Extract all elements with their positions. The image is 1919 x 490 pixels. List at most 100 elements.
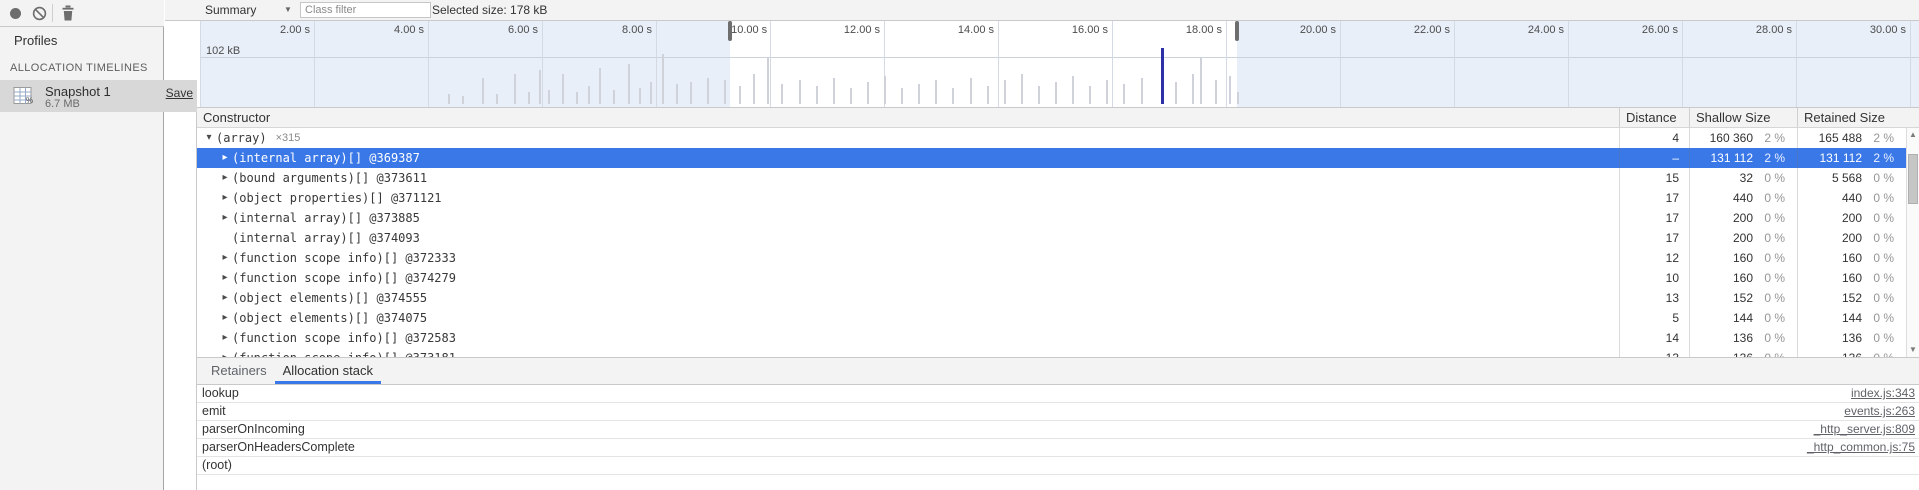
retained-size-percent: 0 % bbox=[1862, 348, 1906, 357]
stack-frame-row[interactable]: parserOnHeadersComplete _http_common.js:7… bbox=[197, 439, 1919, 457]
column-header-distance[interactable]: Distance bbox=[1619, 108, 1689, 127]
retained-size-percent: 0 % bbox=[1873, 291, 1894, 305]
column-header-shallow-size[interactable]: Shallow Size bbox=[1689, 108, 1797, 127]
grid-scrollbar[interactable]: ▲ ▼ bbox=[1906, 128, 1919, 357]
expand-arrow-icon[interactable]: ▸ bbox=[222, 292, 228, 303]
selection-handle-right[interactable] bbox=[1235, 21, 1240, 41]
expand-arrow-icon[interactable]: ▸ bbox=[222, 172, 228, 183]
timeline-allocation-bar bbox=[690, 82, 693, 104]
profiles-toolbar bbox=[0, 0, 164, 27]
memory-scale-label: 102 kB bbox=[206, 45, 241, 57]
constructor-name: (object elements)[] @374075 bbox=[232, 311, 428, 325]
timeline-strip[interactable]: 102 kB 2.00 s 4.00 s 6.00 s 8.00 s 10.00 s 12… bbox=[196, 21, 1919, 107]
shallow-size-cell: 32 0 % bbox=[1689, 168, 1797, 188]
table-row[interactable]: ▾ (array) ×315 4 160 360 2 % 165 488 2 % bbox=[197, 128, 1906, 148]
table-row[interactable]: ▸(function scope info)[] @373181131360 %… bbox=[197, 348, 1906, 357]
column-header-constructor[interactable]: Constructor bbox=[203, 110, 271, 125]
selection-handle-left[interactable] bbox=[728, 21, 733, 41]
perspective-select[interactable]: Summary bbox=[205, 3, 257, 17]
retained-size-value: 200 bbox=[1841, 211, 1862, 225]
timeline-allocation-bar bbox=[638, 88, 641, 104]
expand-arrow-icon[interactable]: ▸ bbox=[218, 348, 232, 357]
timeline-allocation-bar bbox=[1106, 80, 1109, 104]
constructor-name: (array) bbox=[216, 131, 267, 145]
distance-cell: 5 bbox=[1672, 311, 1679, 325]
record-icon bbox=[9, 7, 21, 19]
timeline-allocation-bar bbox=[650, 82, 653, 104]
stack-frame-source-link[interactable]: _http_common.js:75 bbox=[1806, 440, 1915, 454]
expand-arrow-icon[interactable]: ▸ bbox=[222, 312, 228, 323]
constructor-cell: (internal array)[] @374093 bbox=[197, 228, 1619, 248]
timeline-allocation-bar bbox=[738, 86, 741, 104]
scroll-down-button[interactable]: ▼ bbox=[1909, 345, 1917, 354]
expand-arrow-icon[interactable]: ▸ bbox=[222, 272, 228, 283]
stack-frame-row[interactable]: parserOnIncoming _http_server.js:809 bbox=[197, 421, 1919, 439]
stack-frame-row[interactable]: (root) bbox=[197, 457, 1919, 475]
shallow-size-value: 440 bbox=[1732, 191, 1753, 205]
heap-grid-body: ▾ (array) ×315 4 160 360 2 % 165 488 2 % ▸ (inter… bbox=[197, 128, 1906, 357]
table-row[interactable]: ▸ (object properties)[] @371121 17 440 0 % 44… bbox=[197, 188, 1906, 208]
retained-size-percent: 0 % bbox=[1873, 231, 1894, 245]
retained-size-value: 160 bbox=[1841, 251, 1862, 265]
main-toolbar: Summary ▼ Selected size: 178 kB bbox=[165, 0, 1919, 21]
expand-arrow-icon[interactable]: ▸ bbox=[222, 332, 228, 343]
timeline-allocation-bar bbox=[1072, 76, 1075, 104]
timeline-allocation-bar bbox=[935, 80, 938, 104]
timeline-allocation-bar bbox=[781, 84, 784, 104]
stack-frame-source-link[interactable]: events.js:263 bbox=[1844, 404, 1915, 418]
timeline-allocation-bar bbox=[767, 58, 770, 104]
expand-arrow-icon[interactable]: ▸ bbox=[222, 192, 228, 203]
timeline-allocation-bar bbox=[918, 84, 921, 104]
table-row[interactable]: ▸ (object elements)[] @374555 13 152 0 % 152 0… bbox=[197, 288, 1906, 308]
class-filter-input[interactable] bbox=[300, 2, 431, 18]
retained-size-value: 131 112 bbox=[1819, 151, 1863, 165]
timeline-allocation-bar bbox=[866, 82, 869, 104]
timeline-gridline bbox=[884, 21, 885, 107]
scrollbar-thumb[interactable] bbox=[1908, 154, 1918, 204]
stack-frame-source-link[interactable]: index.js:343 bbox=[1850, 386, 1915, 400]
table-row[interactable]: ▸ (internal array)[] @369387–131 112 2 % 13… bbox=[197, 148, 1906, 168]
table-row[interactable]: ▸ (function scope info)[] @374279 10 160 0 %… bbox=[197, 268, 1906, 288]
expand-arrow-icon[interactable]: ▸ bbox=[222, 252, 228, 263]
table-row[interactable]: ▸ (bound arguments)[] @373611 15 32 0 % 5 568… bbox=[197, 168, 1906, 188]
timeline-axis-label: 24.00 s bbox=[1527, 24, 1564, 36]
stack-frame-row[interactable]: lookup index.js:343 bbox=[197, 385, 1919, 403]
stack-frame-function: (root) bbox=[202, 458, 232, 472]
column-header-retained-size[interactable]: Retained Size bbox=[1797, 108, 1919, 127]
tab-allocation-stack[interactable]: Allocation stack bbox=[274, 358, 381, 384]
timeline-gridline bbox=[1568, 21, 1569, 107]
delete-profile-button[interactable] bbox=[57, 0, 79, 26]
collapse-arrow-icon[interactable]: ▾ bbox=[206, 132, 212, 143]
table-row[interactable]: ▸ (object elements)[] @374075 5 144 0 % 144 0 … bbox=[197, 308, 1906, 328]
timeline-allocation-bar bbox=[1200, 58, 1203, 104]
timeline-selection-window[interactable] bbox=[730, 21, 1238, 107]
stack-frame-source-link[interactable]: _http_server.js:809 bbox=[1813, 422, 1915, 436]
table-row[interactable]: ▸ (function scope info)[] @372583 14 136 0 %… bbox=[197, 328, 1906, 348]
timeline-gridline bbox=[1226, 21, 1227, 107]
distance-cell: 13 bbox=[1665, 291, 1679, 305]
stack-frame-row[interactable]: emit events.js:263 bbox=[197, 403, 1919, 421]
retained-size-cell: 440 0 % bbox=[1797, 188, 1906, 208]
retained-size-value: 152 bbox=[1841, 291, 1862, 305]
record-button[interactable] bbox=[4, 0, 26, 26]
tab-retainers[interactable]: Retainers bbox=[211, 363, 267, 378]
timeline-allocation-bar bbox=[547, 90, 550, 104]
table-row[interactable]: ▸ (function scope info)[] @372333 12 160 0 %… bbox=[197, 248, 1906, 268]
timeline-allocation-bar bbox=[1123, 84, 1126, 104]
snapshot-name: Snapshot 1 bbox=[45, 84, 111, 99]
heap-snapshot-icon: % bbox=[13, 86, 33, 111]
table-row[interactable]: (internal array)[] @374093 17 200 0 % 200 0 % bbox=[197, 228, 1906, 248]
scroll-up-button[interactable]: ▲ bbox=[1909, 130, 1917, 139]
snapshot-save-link[interactable]: Save bbox=[165, 86, 193, 100]
expand-arrow-icon[interactable]: ▸ bbox=[222, 212, 228, 223]
chevron-down-icon[interactable]: ▼ bbox=[284, 5, 292, 14]
clear-button[interactable] bbox=[28, 0, 50, 26]
timeline-allocation-bar bbox=[707, 78, 710, 104]
table-row[interactable]: ▸ (internal array)[] @373885 17 200 0 % 200 0 … bbox=[197, 208, 1906, 228]
expand-arrow-icon[interactable]: ▸ bbox=[222, 152, 228, 163]
timeline-allocation-bar bbox=[1160, 48, 1164, 104]
constructor-cell: ▸ (object properties)[] @371121 bbox=[197, 188, 1619, 208]
shallow-size-percent: 0 % bbox=[1764, 231, 1785, 245]
snapshot-item[interactable]: % Snapshot 1 6.7 MB Save bbox=[0, 80, 197, 112]
stack-frame-function: lookup bbox=[202, 386, 239, 400]
